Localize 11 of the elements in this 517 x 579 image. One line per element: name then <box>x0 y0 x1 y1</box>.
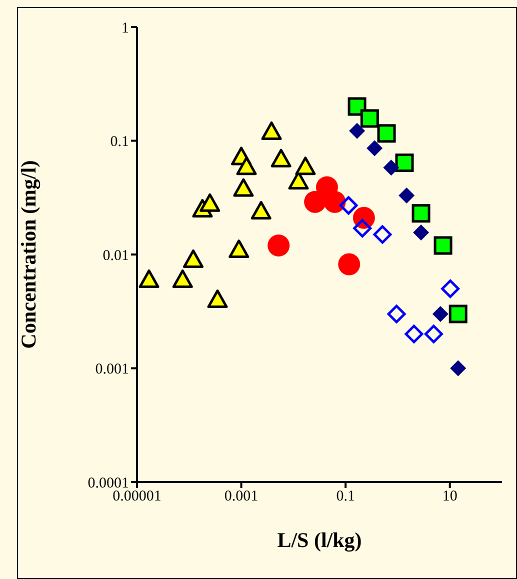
x-tick-label: 0.1 <box>336 488 355 505</box>
x-tick-label: 10 <box>442 488 458 505</box>
x-tick-label: 0.00001 <box>112 488 162 505</box>
y-tick-label: 0.0001 <box>88 475 129 492</box>
y-tick-label: 0.001 <box>95 362 129 378</box>
y-tick-label: 0.1 <box>110 134 129 150</box>
x-axis-title: L/S (l/kg) <box>277 528 362 552</box>
y-tick-label: 1 <box>122 20 129 36</box>
y-tick-label: 0.01 <box>102 248 129 264</box>
y-axis-title: Concentration (mg/l) <box>16 160 40 349</box>
x-tick-label: 0.001 <box>224 488 258 505</box>
